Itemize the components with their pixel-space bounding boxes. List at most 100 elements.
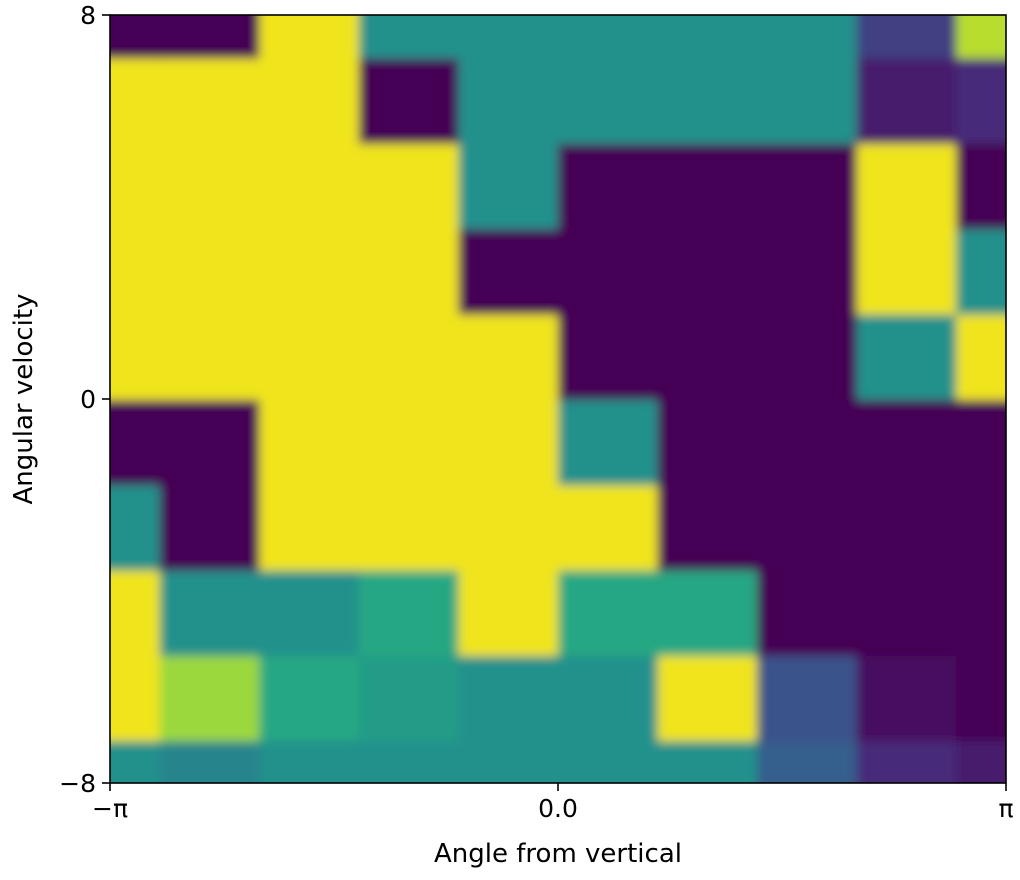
contour-cell [956,228,1006,315]
plot-area [110,15,1006,783]
contour-cell [956,399,1006,486]
contour-cell [110,57,161,145]
contour-cell [458,313,559,400]
contour-cell [159,228,261,315]
contour-field [110,15,1006,783]
contour-cell [358,399,460,486]
contour-cell [259,313,360,400]
contour-cell [159,654,261,742]
contour-cell [856,484,958,571]
contour-cell [558,228,659,315]
contour-cell [856,740,958,783]
contour-cell [856,569,958,656]
contour-cell [458,399,559,486]
contour-cell [259,57,360,145]
contour-cell [856,15,958,59]
contour-cell [110,399,161,486]
contour-cell [110,740,161,783]
contour-cell [259,569,360,656]
contour-cell [558,15,659,59]
contour-cell [757,228,858,315]
x-tick-label: π [998,794,1013,823]
contour-cell [259,740,360,783]
contour-cell [259,15,360,59]
contour-cell [558,313,659,400]
y-axis-label: Angular velocity [9,294,39,505]
contour-cell [159,57,261,145]
contour-cell [110,654,161,742]
contour-cell [159,484,261,571]
contour-cell [757,143,858,230]
contour-cell [358,57,460,145]
contour-cell [657,484,759,571]
contour-cell [956,740,1006,783]
contour-cell [757,484,858,571]
contour-cell [358,313,460,400]
contour-cell [657,740,759,783]
contour-cell [558,569,659,656]
contour-cell [856,57,958,145]
y-tick-label: −8 [59,769,96,798]
contour-cell [657,143,759,230]
contour-cell [458,484,559,571]
contour-cell [159,399,261,486]
contour-cell [358,484,460,571]
contour-cell [956,143,1006,230]
contour-cell [856,654,958,742]
contour-cell [458,143,559,230]
contour-cell [110,313,161,400]
y-tick-label: 0 [80,385,96,414]
contour-cell [956,313,1006,400]
contour-cell [110,15,161,59]
contour-cell [757,399,858,486]
contour-cell [358,740,460,783]
contour-cell [856,399,958,486]
contour-cell [757,57,858,145]
contour-cell [956,15,1006,59]
y-axis: −8 0 8 [59,1,110,798]
x-tick-label: −π [92,794,128,823]
contour-cell [458,15,559,59]
contour-cell [358,654,460,742]
contour-cell [458,569,559,656]
contour-cell [956,484,1006,571]
contour-cell [458,654,559,742]
contour-cell [159,143,261,230]
contour-cell [757,313,858,400]
contour-cell [159,569,261,656]
contour-cell [110,143,161,230]
contour-cell [558,740,659,783]
contour-cell [856,143,958,230]
contour-cell [358,569,460,656]
contour-cell [110,484,161,571]
contour-cell [358,15,460,59]
contour-cell [110,569,161,656]
contour-cell [856,228,958,315]
contour-cell [956,654,1006,742]
contour-cell [856,313,958,400]
contour-cell [558,399,659,486]
contour-cell [757,569,858,656]
contour-cell [657,57,759,145]
contour-cell [259,399,360,486]
contour-cell [458,57,559,145]
contour-cell [657,654,759,742]
contour-cell [259,143,360,230]
x-tick-label: 0.0 [538,794,578,823]
y-tick-label: 8 [80,1,96,30]
contour-cell [956,57,1006,145]
contour-cell [657,15,759,59]
contour-cell [110,228,161,315]
contour-cell [259,484,360,571]
contour-cell [358,228,460,315]
contour-cell [757,654,858,742]
x-axis: −π 0.0 π [92,783,1014,823]
contour-cell [259,228,360,315]
contour-cell [757,740,858,783]
contour-cell [657,228,759,315]
contour-cell [159,15,261,59]
contour-cell [657,399,759,486]
contour-cell [259,654,360,742]
contour-cell [558,143,659,230]
